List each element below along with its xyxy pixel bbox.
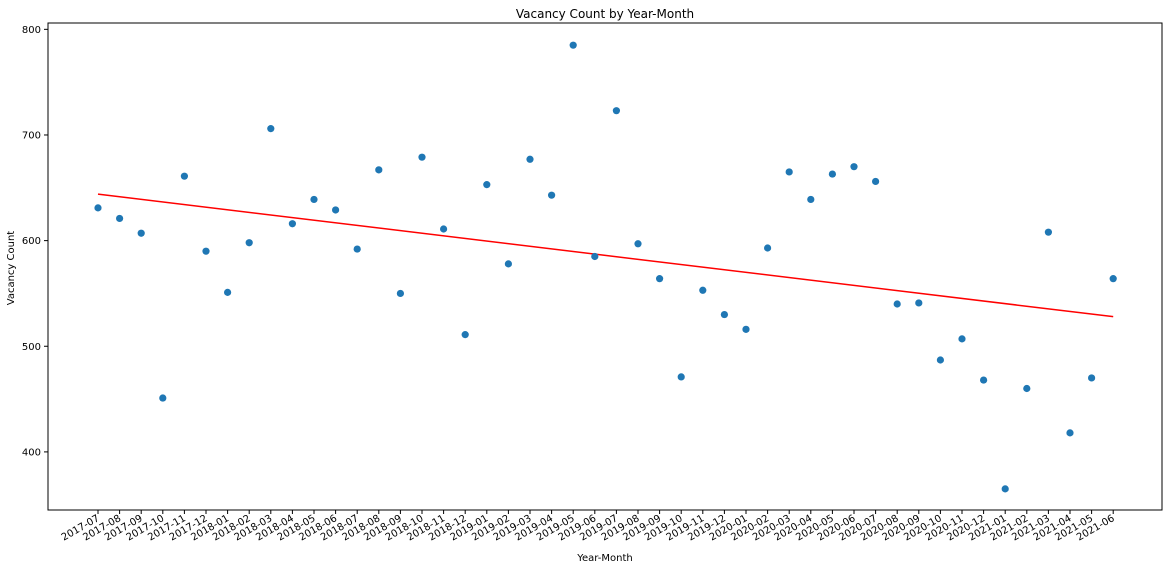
data-point: [1066, 429, 1074, 437]
data-point: [1088, 374, 1096, 382]
data-point: [1044, 228, 1052, 236]
y-tick-label: 500: [22, 342, 41, 353]
data-point: [548, 191, 556, 199]
data-point: [94, 204, 102, 212]
data-point: [483, 181, 491, 189]
data-point: [1109, 275, 1117, 283]
y-tick-label: 700: [22, 130, 41, 141]
data-point: [310, 195, 318, 204]
data-point: [764, 244, 772, 252]
x-axis-label: Year-Month: [576, 553, 632, 564]
trend-line: [97, 193, 1114, 318]
data-point: [288, 220, 296, 228]
data-point: [353, 245, 361, 253]
data-point: [720, 310, 729, 319]
data-point: [1023, 384, 1031, 393]
data-point: [396, 289, 404, 298]
data-point: [807, 195, 815, 204]
data-point: [850, 163, 858, 171]
y-axis-label: Vacancy Count: [6, 231, 17, 306]
data-point: [742, 325, 750, 333]
plot-area: 4005006007008002017-072017-082017-092017…: [22, 22, 1163, 543]
data-point: [375, 166, 383, 174]
data-point: [418, 153, 426, 161]
data-point: [699, 286, 707, 294]
data-point: [958, 335, 966, 343]
data-point: [893, 300, 901, 308]
data-point: [224, 288, 232, 296]
data-point: [591, 252, 599, 261]
data-point: [656, 275, 664, 283]
chart-title: Vacancy Count by Year-Month: [516, 7, 694, 21]
data-point: [461, 331, 469, 339]
data-point: [677, 373, 685, 381]
data-point: [915, 299, 923, 307]
data-point: [980, 376, 988, 384]
data-point: [569, 41, 577, 49]
data-point: [245, 239, 253, 247]
data-point: [872, 177, 880, 186]
data-point: [1001, 485, 1009, 493]
y-tick-label: 800: [22, 25, 41, 36]
data-point: [116, 214, 124, 223]
data-point: [159, 394, 167, 402]
data-point: [137, 229, 145, 237]
data-point: [440, 225, 448, 233]
y-tick-label: 400: [22, 447, 41, 458]
data-point: [936, 356, 945, 364]
data-point: [785, 168, 793, 176]
y-tick-label: 600: [22, 236, 41, 247]
data-point: [504, 260, 512, 268]
data-point: [612, 107, 621, 115]
data-point: [332, 206, 340, 214]
plot-frame: [47, 22, 1163, 511]
data-point: [180, 172, 188, 180]
data-point: [526, 155, 534, 163]
data-point: [202, 247, 210, 255]
data-point: [634, 240, 642, 248]
data-point: [267, 125, 275, 133]
data-point: [828, 170, 837, 178]
